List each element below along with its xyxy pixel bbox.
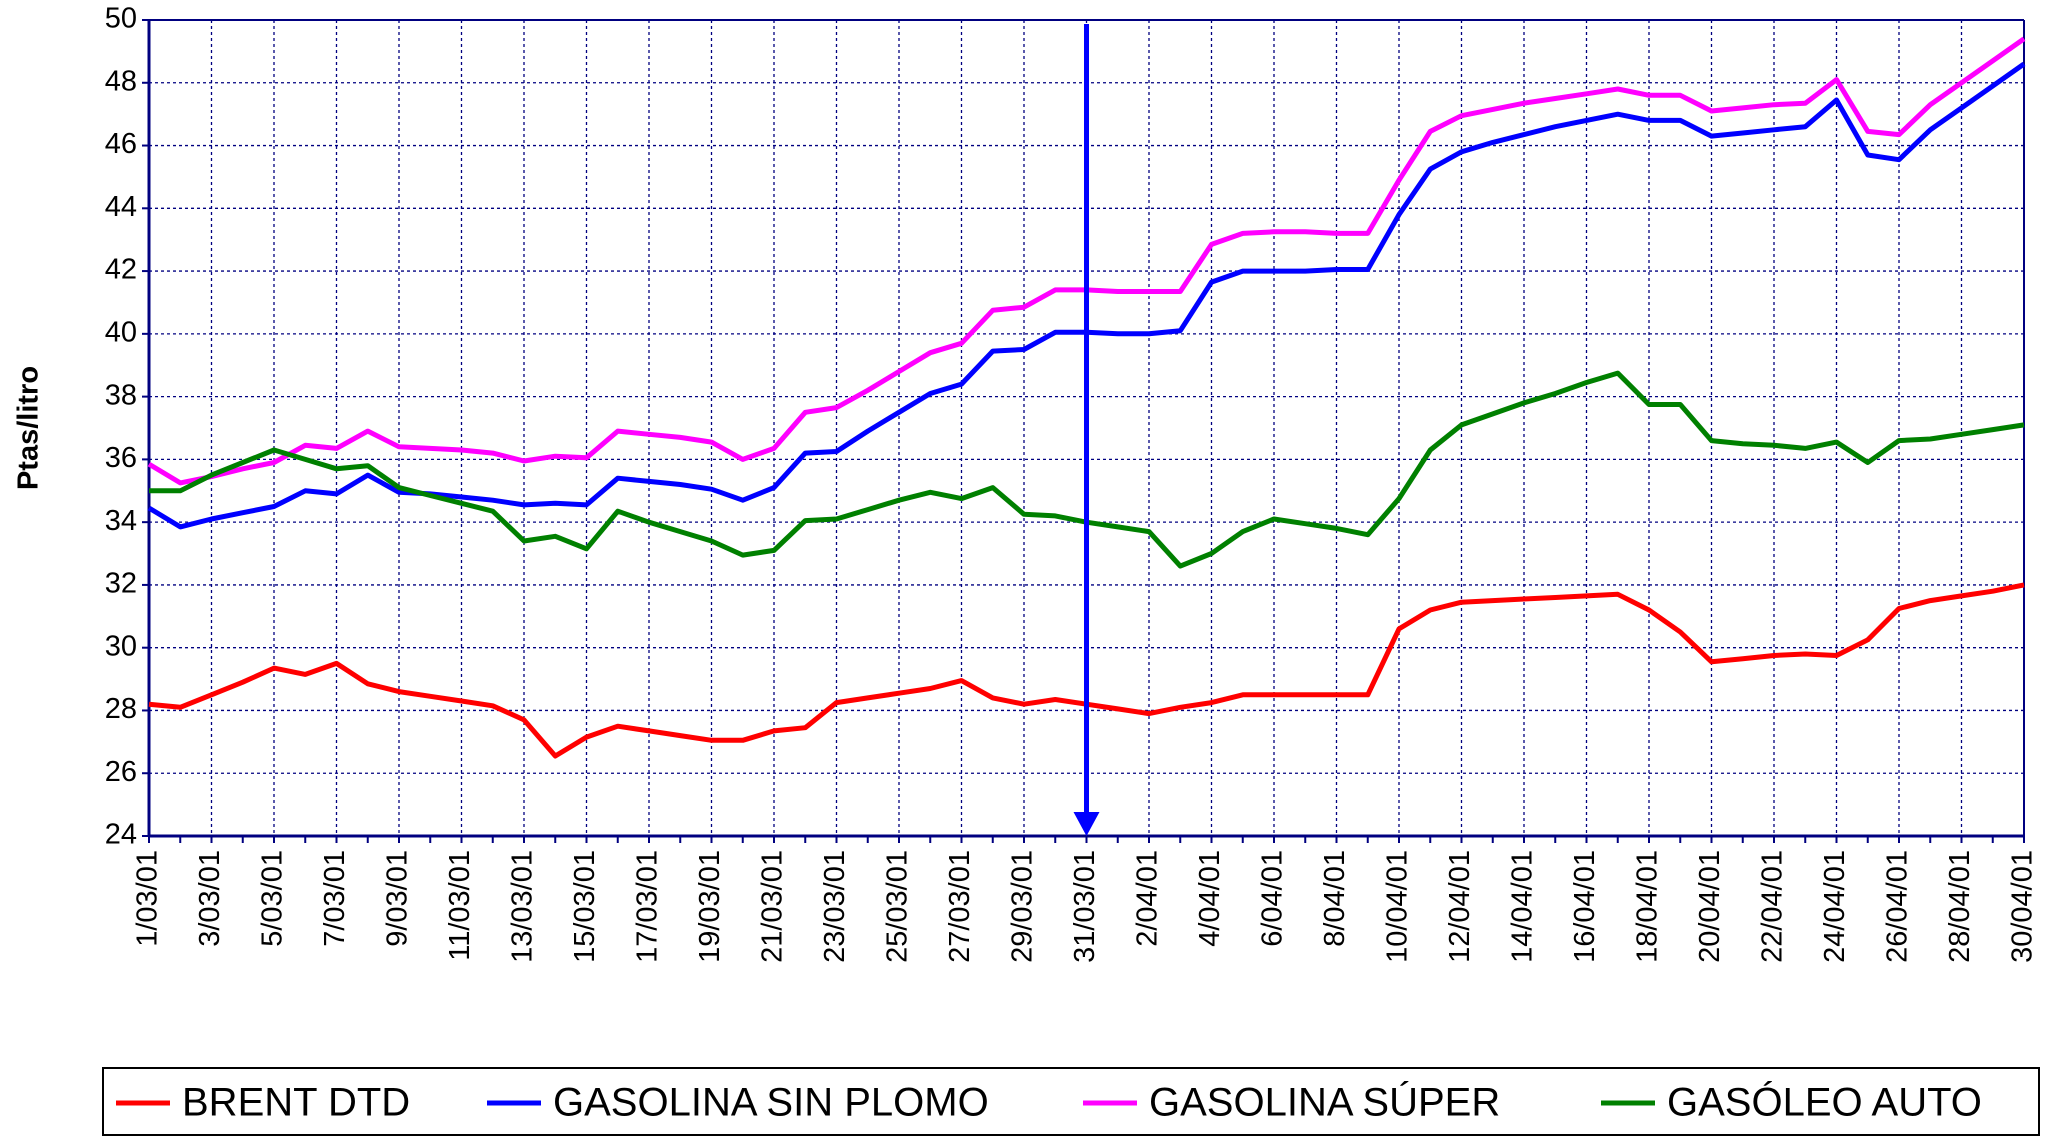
- y-tick-label: 28: [105, 693, 137, 725]
- x-tick-label: 27/03/01: [944, 850, 976, 963]
- x-tick-label: 24/04/01: [1819, 850, 1851, 963]
- x-tick-label: 5/03/01: [257, 850, 289, 947]
- y-tick-label: 46: [105, 128, 137, 160]
- x-tick-label: 26/04/01: [1882, 850, 1914, 963]
- x-tick-label: 16/04/01: [1569, 850, 1601, 963]
- x-tick-label: 28/04/01: [1944, 850, 1976, 963]
- x-tick-label: 8/04/01: [1319, 850, 1351, 947]
- x-tick-label: 6/04/01: [1257, 850, 1289, 947]
- x-tick-label: 30/04/01: [2007, 850, 2039, 963]
- x-tick-label: 3/03/01: [194, 850, 226, 947]
- y-tick-label: 34: [105, 505, 137, 537]
- x-tick-label: 29/03/01: [1007, 850, 1039, 963]
- legend-box: [102, 1067, 2040, 1136]
- y-tick-label: 36: [105, 442, 137, 474]
- y-tick-label: 30: [105, 630, 137, 662]
- x-tick-label: 10/04/01: [1382, 850, 1414, 963]
- legend-label: GASOLINA SIN PLOMO: [553, 1081, 989, 1125]
- x-tick-label: 22/04/01: [1757, 850, 1789, 963]
- y-tick-label: 24: [105, 819, 137, 851]
- y-tick-label: 26: [105, 756, 137, 788]
- x-tick-label: 17/03/01: [632, 850, 664, 963]
- x-tick-label: 13/03/01: [507, 850, 539, 963]
- x-tick-label: 21/03/01: [757, 850, 789, 963]
- legend-label: GASOLINA SÚPER: [1149, 1080, 1500, 1125]
- y-tick-label: 32: [105, 568, 137, 600]
- x-tick-label: 2/04/01: [1132, 850, 1164, 947]
- x-tick-label: 4/04/01: [1194, 850, 1226, 947]
- x-tick-label: 12/04/01: [1444, 850, 1476, 963]
- y-tick-label: 50: [105, 3, 137, 35]
- x-tick-label: 25/03/01: [882, 850, 914, 963]
- x-tick-label: 18/04/01: [1632, 850, 1664, 963]
- y-tick-label: 38: [105, 379, 137, 411]
- y-tick-label: 42: [105, 254, 137, 286]
- y-tick-label: 48: [105, 65, 137, 97]
- y-axis-label: Ptas/litro: [13, 366, 45, 490]
- legend-label: BRENT DTD: [182, 1081, 410, 1125]
- annotation-arrowhead: [1073, 812, 1100, 836]
- y-tick-label: 44: [105, 191, 137, 223]
- x-tick-label: 1/03/01: [132, 850, 164, 947]
- x-tick-label: 23/03/01: [819, 850, 851, 963]
- y-tick-label: 40: [105, 317, 137, 349]
- x-tick-label: 7/03/01: [319, 850, 351, 947]
- x-tick-label: 15/03/01: [569, 850, 601, 963]
- x-tick-label: 11/03/01: [444, 850, 476, 961]
- legend-label: GASÓLEO AUTO: [1667, 1080, 1982, 1125]
- x-tick-label: 20/04/01: [1694, 850, 1726, 963]
- x-tick-label: 31/03/01: [1069, 850, 1101, 963]
- x-tick-label: 14/04/01: [1507, 850, 1539, 963]
- x-tick-label: 19/03/01: [694, 850, 726, 963]
- x-tick-label: 9/03/01: [382, 850, 414, 947]
